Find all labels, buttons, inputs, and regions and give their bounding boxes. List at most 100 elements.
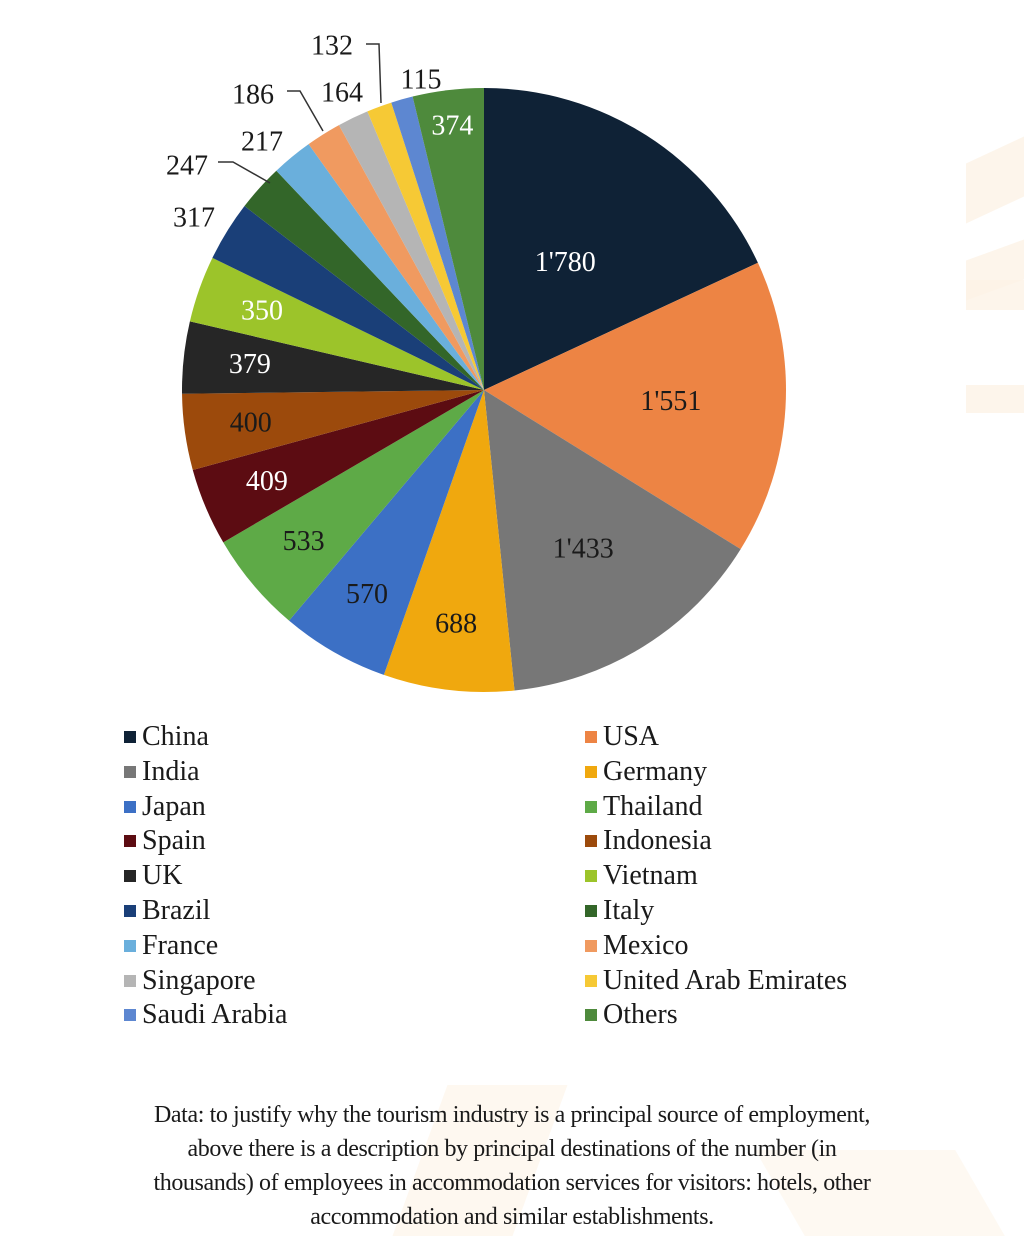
slice-value-label: 409 bbox=[246, 466, 288, 497]
watermark-stripe bbox=[966, 385, 1024, 413]
slice-value-label: 217 bbox=[241, 127, 283, 158]
legend-item-usa: USA bbox=[585, 722, 659, 752]
legend-label: Vietnam bbox=[603, 860, 698, 892]
slice-value-label: 186 bbox=[232, 80, 274, 111]
watermark-stripe bbox=[966, 280, 1024, 310]
legend-swatch bbox=[585, 974, 597, 987]
slice-value-label: 379 bbox=[229, 349, 271, 380]
legend-label: Germany bbox=[603, 755, 708, 787]
slice-value-label: 570 bbox=[346, 579, 388, 610]
legend-label: China bbox=[142, 721, 209, 752]
legend-item-germany: Germany bbox=[585, 755, 708, 787]
pie-slice-china bbox=[484, 88, 758, 390]
legend-label: Thailand bbox=[603, 790, 703, 822]
legend-item-others: Others bbox=[585, 1000, 678, 1030]
slice-value-label: 164 bbox=[321, 78, 363, 109]
legend-item-india: India bbox=[124, 755, 200, 787]
pie-slice-france bbox=[276, 144, 484, 390]
legend-swatch bbox=[124, 765, 136, 778]
pie-slice-others bbox=[412, 88, 484, 390]
pie-slice-india bbox=[484, 390, 741, 691]
caption-line: accommodation and similar establishments… bbox=[310, 1204, 714, 1230]
pie-slice-united-arab-emirates bbox=[367, 102, 484, 390]
pie-slice-spain bbox=[192, 390, 484, 543]
legend-label: Saudi Arabia bbox=[142, 999, 288, 1031]
slice-value-label: 247 bbox=[166, 151, 208, 182]
legend-item-singapore: Singapore bbox=[124, 964, 256, 996]
legend-item-japan: Japan bbox=[124, 790, 206, 822]
slice-value-label: 374 bbox=[431, 111, 473, 142]
leader-line bbox=[287, 90, 324, 132]
legend-item-saudi-arabia: Saudi Arabia bbox=[124, 1000, 287, 1030]
legend-label: Singapore bbox=[142, 964, 256, 996]
legend-label: USA bbox=[603, 721, 660, 752]
caption-line: thousands) of employees in accommodation… bbox=[153, 1170, 871, 1196]
legend-label: India bbox=[142, 755, 200, 787]
legend-swatch bbox=[585, 939, 597, 952]
slice-value-label: 132 bbox=[311, 31, 353, 62]
legend-swatch bbox=[124, 1009, 136, 1022]
legend-swatch bbox=[585, 835, 597, 848]
legend-item-united-arab-emirates: United Arab Emirates bbox=[585, 964, 848, 996]
leader-line bbox=[366, 43, 382, 104]
legend-label: UK bbox=[142, 860, 183, 892]
pie-slice-germany bbox=[383, 390, 515, 692]
legend-swatch bbox=[585, 765, 597, 778]
slice-value-label: 400 bbox=[230, 407, 272, 438]
legend-swatch bbox=[124, 974, 136, 987]
leader-line bbox=[218, 161, 271, 184]
legend-swatch bbox=[124, 939, 136, 952]
pie-slice-usa bbox=[484, 262, 786, 550]
legend-swatch bbox=[124, 731, 136, 743]
slice-value-label: 688 bbox=[435, 608, 477, 639]
pie-slice-thailand bbox=[223, 390, 485, 621]
caption-line: above there is a description by principa… bbox=[187, 1136, 837, 1162]
legend-swatch bbox=[585, 905, 597, 917]
pie-slice-vietnam bbox=[189, 257, 484, 390]
slice-value-label: 350 bbox=[241, 296, 283, 327]
slice-value-label: 1'780 bbox=[535, 247, 596, 278]
legend-swatch bbox=[124, 835, 136, 848]
legend-label: Mexico bbox=[603, 929, 689, 961]
pie-slice-mexico bbox=[308, 125, 484, 391]
legend-item-thailand: Thailand bbox=[585, 790, 703, 822]
pie-slice-japan bbox=[289, 390, 484, 675]
legend-item-vietnam: Vietnam bbox=[585, 861, 698, 891]
pie-chart: 1'780 1'551 1'433 688 570 533 409 400 379 350 317 2… bbox=[166, 31, 786, 692]
pie-slice-uk bbox=[182, 321, 484, 394]
legend-item-spain: Spain bbox=[124, 826, 206, 856]
legend-label: United Arab Emirates bbox=[603, 964, 848, 996]
pie-slice-indonesia bbox=[182, 390, 484, 470]
caption-line: Data: to justify why the tourism industr… bbox=[154, 1102, 870, 1128]
legend-item-indonesia: Indonesia bbox=[585, 826, 712, 856]
legend-label: Italy bbox=[603, 895, 655, 926]
legend-label: France bbox=[142, 929, 219, 961]
legend-label: Brazil bbox=[142, 895, 211, 926]
legend-label: Japan bbox=[142, 790, 206, 822]
legend-label: Indonesia bbox=[603, 825, 712, 857]
pie-slice-singapore bbox=[338, 111, 484, 390]
slice-value-label: 533 bbox=[283, 526, 325, 557]
legend-item-china: China bbox=[124, 722, 209, 752]
legend-item-italy: Italy bbox=[585, 896, 654, 926]
slice-value-label: 317 bbox=[173, 203, 215, 234]
pie-slice-brazil bbox=[212, 206, 484, 390]
legend-swatch bbox=[124, 800, 136, 813]
legend-swatch bbox=[124, 905, 136, 917]
legend-swatch bbox=[585, 1009, 597, 1022]
legend-swatch bbox=[585, 870, 597, 883]
chart-caption: Data: to justify why the tourism industr… bbox=[0, 1098, 1024, 1234]
legend-swatch bbox=[585, 731, 597, 743]
legend-swatch bbox=[585, 800, 597, 813]
legend-label: Spain bbox=[142, 825, 206, 857]
legend-item-brazil: Brazil bbox=[124, 896, 210, 926]
pie-slice-italy bbox=[244, 170, 484, 390]
legend-swatch bbox=[124, 870, 136, 883]
slice-value-label: 1'551 bbox=[640, 386, 701, 417]
legend-label: Others bbox=[603, 999, 678, 1031]
legend-item-uk: UK bbox=[124, 861, 182, 891]
legend-item-france: France bbox=[124, 929, 219, 961]
slice-value-label: 115 bbox=[401, 65, 442, 96]
pie-slice-saudi-arabia bbox=[391, 96, 484, 391]
slice-value-label: 1'433 bbox=[553, 533, 614, 564]
